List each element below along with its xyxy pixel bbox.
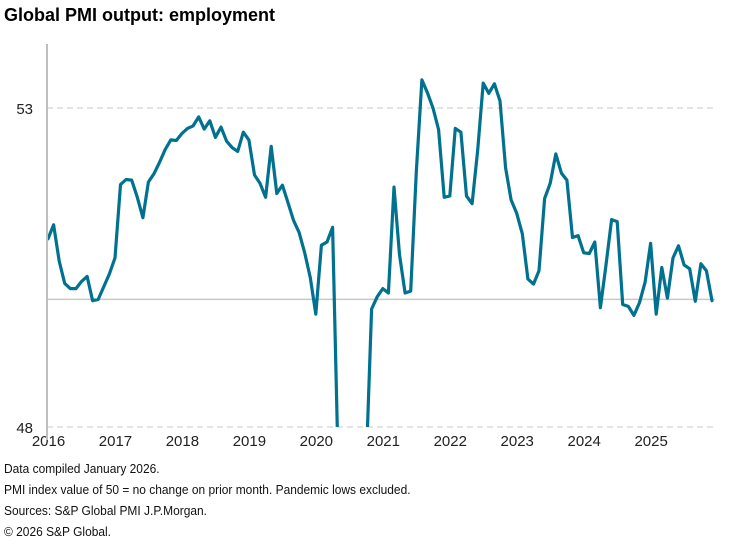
y-axis-ticks: 48 53: [16, 101, 33, 437]
x-tick-label: 2023: [501, 433, 534, 450]
x-tick-label: 2019: [233, 433, 266, 450]
x-tick-label: 2018: [166, 433, 199, 450]
x-tick-label: 2022: [434, 433, 467, 450]
gridlines: [47, 107, 715, 428]
note-sources: Sources: S&P Global PMI J.P.Morgan.: [4, 503, 207, 518]
x-axis-ticks: 2016 2017 2018 2019 2020 2021 2022 2023 2024 2025: [32, 433, 668, 450]
note-copyright: © 2026 S&P Global.: [4, 524, 112, 539]
note-data-compiled: Data compiled January 2026.: [4, 461, 160, 476]
y-tick-label: 53: [16, 101, 33, 118]
x-tick-label: 2025: [634, 433, 667, 450]
x-tick-label: 2020: [300, 433, 333, 450]
x-tick-label: 2024: [567, 433, 600, 450]
series-line: [46, 78, 714, 427]
series-group: [46, 78, 714, 427]
x-tick-label: 2021: [367, 433, 400, 450]
note-pmi-definition: PMI index value of 50 = no change on pri…: [4, 482, 411, 497]
x-tick-label: 2017: [99, 433, 132, 450]
line-chart: 48 53 2016 2017 2018 2019 2020 2021 2022 2023 202…: [16, 44, 715, 450]
chart-title: Global PMI output: employment: [4, 5, 275, 25]
y-tick-label: 48: [16, 420, 33, 437]
series-lines: [46, 78, 714, 427]
x-tick-label: 2016: [32, 433, 65, 450]
